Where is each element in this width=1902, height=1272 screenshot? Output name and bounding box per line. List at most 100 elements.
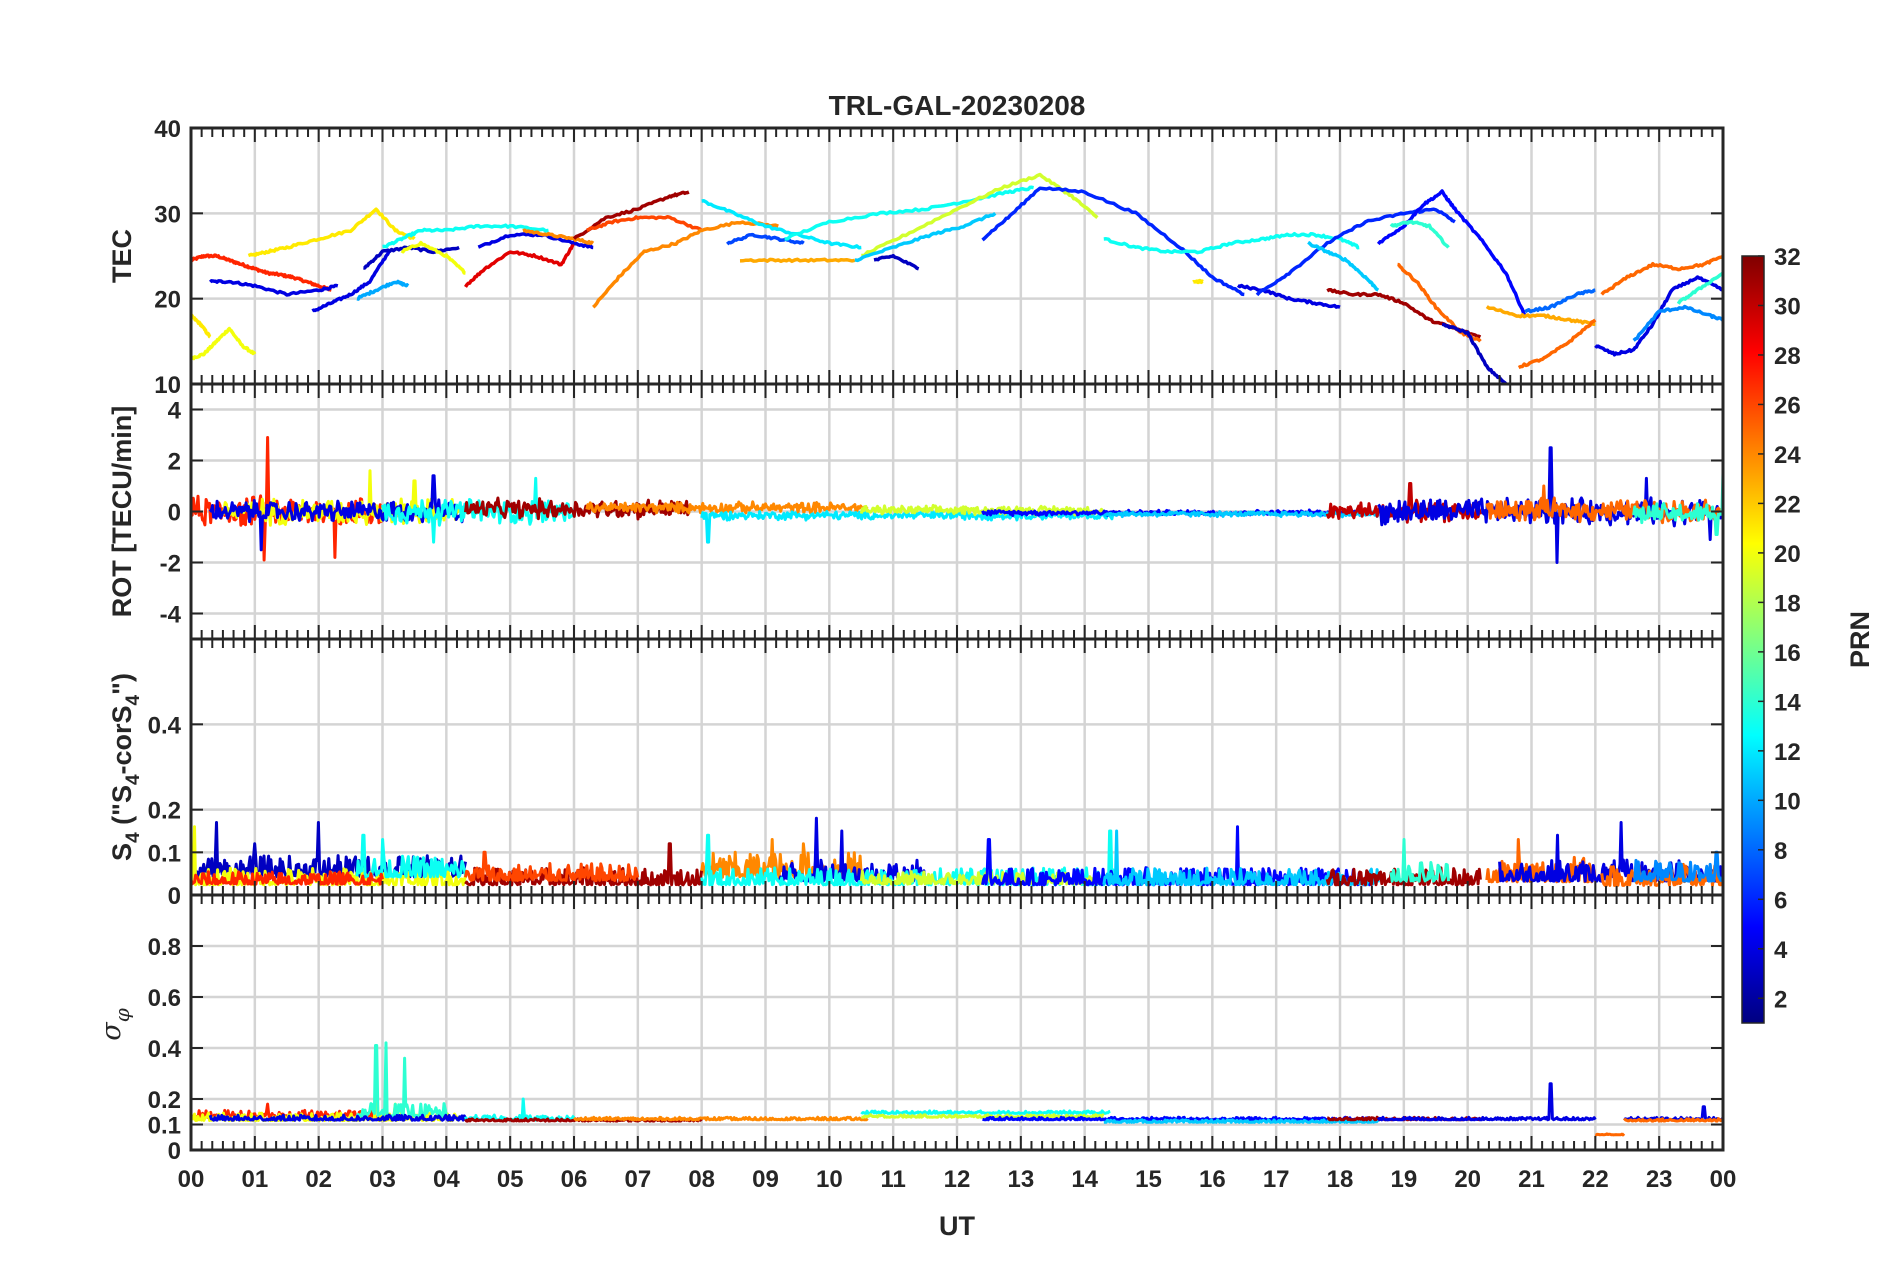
colorbar-tick-label: 32 [1774,244,1801,271]
series-line-tec-prn-26 [586,214,703,232]
series-line-tec-prn-13 [784,185,1034,241]
y-tick-label: 10 [154,372,181,399]
series-line-tec-prn-20 [191,326,257,361]
colorbar-tick-label: 26 [1774,392,1801,419]
series-line-tec-prn-4 [311,250,391,313]
y-axis-label-sigma_phi: σφ [96,1008,134,1040]
x-tick-label: 12 [944,1166,971,1193]
y-tick-label: 0 [168,500,181,527]
series-tec [191,172,1723,384]
x-tick-label: 20 [1454,1166,1481,1193]
x-tick-label: 17 [1263,1166,1290,1193]
series-line-rot-prn-24 [585,500,869,516]
colorbar-tick-label: 30 [1774,293,1801,320]
x-tick-label: 02 [305,1166,332,1193]
x-tick-label: 10 [816,1166,843,1193]
y-tick-label: 0.2 [148,798,181,825]
series-line-tec-prn-29 [464,242,576,288]
x-axis-label: UT [939,1211,975,1241]
series-line-rot-prn-25 [1485,484,1723,525]
colorbar-gradient [1741,255,1765,1024]
panel-sigma_phi: 00.10.2 0.4 0.6 0.8 σφ [96,893,1725,1165]
series-line-tec-prn-9 [1632,304,1723,342]
y-tick-label: 0.8 [148,934,181,961]
y-axis-sigma_phi: 00.10.2 0.4 0.6 0.8 [148,934,1723,1165]
y-tick-label: 0.1 [148,840,181,867]
colorbar-tick-label: 20 [1774,541,1801,568]
x-tick-label: 23 [1646,1166,1673,1193]
x-tick-label: 08 [688,1166,715,1193]
colorbar-tick-label: 16 [1774,640,1801,667]
series-line-s4-prn-27 [191,870,384,886]
y-axis-tec: 10 20 30 40 [154,116,1723,399]
series-line-tec-prn-13 [382,223,549,249]
x-tick-label: 06 [561,1166,588,1193]
series-line-tec-prn-6 [981,186,1245,297]
colorbar-tick-label: 18 [1774,590,1801,617]
series-line-tec-prn-4 [1594,275,1723,357]
y-tick-label: 0 [168,883,181,910]
y-tick-label: 0 [168,1138,181,1165]
series-line-tec-prn-6 [1255,207,1456,297]
series-line-sigma_phi-prn-24 [572,1115,869,1122]
x-tick-label: 18 [1327,1166,1354,1193]
series-line-tec-prn-11 [854,211,997,263]
colorbar-tick-label: 28 [1774,343,1801,370]
series-line-tec-prn-3 [1441,322,1508,384]
series-line-sigma_phi-prn-14 [355,1041,448,1118]
x-tick-label: 15 [1135,1166,1162,1193]
y-axis-label-s4: S4 ("S4-corS4") [107,673,144,861]
y-axis-label-rot: ROT [TECU/min] [107,406,137,617]
series-sigma_phi [191,1041,1723,1137]
series-line-tec-prn-31 [572,190,690,240]
x-axis: 00 01 02 03 04 05 06 07 08 09 10 11 12 13 14 15 16 17 18 19… [178,1166,1737,1193]
y-tick-label: 2 [168,449,181,476]
series-line-tec-prn-14 [1676,271,1723,305]
series-line-sigma_phi-prn-4 [1376,1082,1597,1122]
y-axis-rot: -4 -2 0 2 4 [160,398,1723,629]
y-tick-label: 20 [154,287,181,314]
series-s4 [191,816,1723,887]
series-line-tec-prn-11 [1307,240,1380,292]
series-line-sigma_phi-prn-25 [1623,1117,1723,1123]
y-tick-label: 0.2 [148,1087,181,1114]
x-tick-label: 00 [1710,1166,1737,1193]
y-tick-label: -2 [160,551,181,578]
colorbar-tick-label: 10 [1774,788,1801,815]
colorbar-tick-label: 6 [1774,887,1787,914]
series-line-tec-prn-13 [1103,231,1360,255]
colorbar-tick-label: 24 [1774,442,1801,469]
series-line-s4-prn-14 [1389,838,1450,883]
series-line-tec-prn-21 [1192,278,1204,285]
series-line-tec-prn-21 [247,207,416,258]
x-ticks-rot [190,384,1724,639]
y-tick-label: -4 [160,602,182,629]
series-line-tec-prn-24 [592,220,779,309]
series-line-tec-prn-19 [861,172,1099,258]
y-tick-label: 30 [154,201,181,228]
x-ticks-sigma_phi [190,895,1724,1150]
x-tick-label: 13 [1007,1166,1034,1193]
series-line-sigma_phi-prn-13 [860,1109,1111,1115]
x-tick-label: 11 [880,1166,905,1193]
series-line-rot-prn-31 [464,496,691,521]
y-axis-label-tec: TEC [107,229,137,283]
series-line-s4-prn-9 [1633,850,1723,883]
colorbar-tick-label: 22 [1774,491,1801,518]
series-line-tec-prn-4 [1236,283,1341,309]
series-line-s4-prn-11 [1102,829,1380,887]
series-line-rot-prn-4 [208,474,467,552]
series-line-rot-prn-20 [221,469,461,527]
x-tick-label: 01 [241,1166,268,1193]
colorbar-tick-label: 4 [1774,937,1788,964]
x-tick-label: 05 [497,1166,524,1193]
series-line-s4-prn-26 [464,850,640,882]
colorbar-tick-label: 12 [1774,739,1801,766]
series-line-tec-prn-10 [356,279,410,301]
series-line-tec-prn-7 [726,232,805,246]
series-line-tec-prn-23 [739,257,856,264]
series-line-s4-prn-25 [1600,862,1723,887]
y-tick-label: 40 [154,116,181,143]
